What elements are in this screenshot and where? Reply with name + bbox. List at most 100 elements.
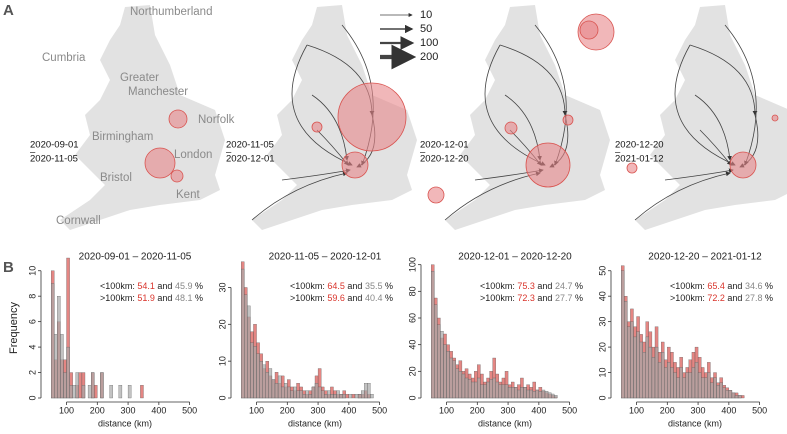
histogram-bar — [305, 390, 309, 399]
histogram-bar — [140, 385, 144, 399]
place-label: Cumbria — [42, 52, 86, 64]
stat-part: % — [575, 293, 583, 303]
histogram-bar — [51, 283, 55, 399]
x-axis-label: distance (km) — [98, 418, 152, 428]
histogram-bar — [645, 336, 649, 399]
histogram-bar — [302, 394, 306, 399]
map-date: 2020-11-05 — [30, 154, 78, 165]
y-tick-label: 20 — [407, 366, 417, 376]
histogram-bar — [54, 334, 58, 399]
histogram-bar — [461, 373, 466, 399]
stat-part: 59.6 — [327, 293, 345, 303]
histogram-bar — [437, 324, 441, 399]
histogram-bar — [471, 381, 475, 399]
stat-line: >100km: 72.3 and 27.7 % — [480, 293, 583, 303]
y-tick-label: 0 — [27, 395, 37, 400]
x-tick-label: 500 — [752, 405, 767, 415]
histogram-bar — [69, 385, 73, 399]
histogram-bar — [716, 385, 720, 399]
histogram-bar — [507, 387, 512, 399]
stat-part: <100km: — [480, 281, 515, 291]
histogram-bar — [72, 385, 76, 399]
stat-part: 27.7 — [555, 293, 573, 303]
stat-line: >100km: 59.6 and 40.4 % — [290, 293, 393, 303]
histogram-bar — [434, 304, 438, 399]
x-tick-label: 300 — [311, 405, 326, 415]
x-tick-label: 400 — [341, 405, 356, 415]
stat-line: <100km: 75.3 and 24.7 % — [480, 281, 583, 291]
place-label: Birmingham — [92, 131, 153, 143]
histogram-bar — [630, 321, 634, 399]
histogram-bar — [308, 394, 313, 399]
histogram-bar — [621, 270, 625, 399]
histogram-bar — [327, 390, 331, 399]
histogram-bar — [477, 377, 481, 399]
histogram-bar — [443, 344, 447, 399]
y-tick-label: 40 — [597, 291, 607, 301]
map-date: 2020-12-01 — [420, 140, 469, 151]
map-date-sep: – — [226, 147, 232, 158]
y-tick-label: 50 — [597, 266, 607, 276]
place-label: London — [174, 149, 212, 161]
histogram-bar — [464, 377, 469, 399]
histogram-bar — [274, 383, 279, 399]
stat-part: 24.7 — [555, 281, 573, 291]
histogram-bar — [336, 390, 340, 399]
legend-label: 50 — [420, 23, 432, 35]
place-label: Greater — [120, 72, 159, 84]
histogram-bar — [87, 385, 92, 399]
histogram-bar — [299, 390, 303, 399]
histogram-bar — [293, 386, 297, 399]
stat-part: % — [765, 281, 773, 291]
x-tick-label: 100 — [59, 405, 74, 415]
histogram-bar — [314, 383, 319, 399]
histogram-bar — [256, 353, 260, 399]
histogram-bar — [731, 392, 736, 399]
histogram-bar — [719, 382, 723, 399]
x-tick-label: 300 — [121, 405, 136, 415]
histogram-bar — [455, 368, 459, 399]
histogram-bar — [265, 372, 269, 399]
histogram-bar — [532, 391, 536, 399]
histogram-bar — [324, 394, 328, 399]
y-axis-label: Frequency — [8, 302, 20, 354]
stat-part: 48.1 — [175, 293, 193, 303]
stat-part: and — [537, 281, 552, 291]
histogram-bar — [287, 386, 291, 399]
histogram-bar — [734, 395, 739, 399]
y-tick-label: 100 — [407, 257, 417, 272]
histogram-bar — [661, 352, 665, 399]
histogram-bar — [664, 367, 668, 399]
stat-part: <100km: — [670, 281, 705, 291]
histogram-bar — [449, 357, 453, 399]
histogram-bar — [367, 383, 371, 399]
histogram-bar — [713, 377, 717, 399]
histogram-bar — [370, 394, 374, 399]
histogram-bar — [480, 384, 484, 399]
histogram-bar — [667, 362, 671, 399]
y-tick-label: 2 — [27, 370, 37, 375]
histogram-bar — [474, 381, 478, 399]
stat-part: 72.2 — [707, 293, 725, 303]
histogram-bar — [60, 334, 64, 399]
histogram-bar — [737, 395, 742, 399]
maps — [60, 5, 787, 230]
histogram-bar — [688, 372, 693, 399]
map-shape — [635, 5, 787, 230]
histogram-bar — [364, 383, 368, 399]
stat-part: and — [347, 281, 362, 291]
legend-label: 10 — [420, 9, 432, 21]
histogram-bar — [520, 387, 524, 399]
histogram-bar — [741, 395, 745, 399]
x-tick-label: 300 — [501, 405, 516, 415]
stat-part: 34.6 — [745, 281, 763, 291]
histogram-bar — [281, 386, 285, 399]
y-tick-label: 6 — [27, 319, 37, 324]
histogram-bar — [250, 342, 254, 399]
histogram-bar — [501, 384, 506, 399]
legend-label: 100 — [420, 37, 438, 49]
histogram-bar — [707, 372, 711, 399]
stat-line: <100km: 64.5 and 35.5 % — [290, 281, 393, 291]
histogram-bar — [100, 372, 104, 399]
place-label: Kent — [176, 189, 200, 201]
